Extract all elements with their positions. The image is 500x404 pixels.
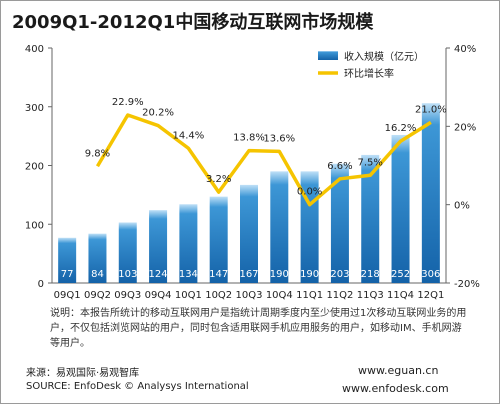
- right-tick-label: 0%: [454, 201, 470, 212]
- source-cn: 来源：易观国际·易观智库: [26, 368, 140, 379]
- bar: [179, 204, 198, 283]
- growth-rate-line: [95, 113, 432, 207]
- bar-value-label: 84: [91, 269, 104, 280]
- x-tick-label: 12Q1: [417, 290, 444, 301]
- line-value-label: 13.6%: [263, 133, 295, 144]
- bar-value-label: 167: [239, 269, 258, 280]
- line-value-label: 13.8%: [233, 133, 265, 144]
- bar-value-label: 252: [391, 269, 410, 280]
- bar-value-label: 147: [209, 269, 228, 280]
- bar: [118, 222, 137, 283]
- line-value-label: 6.6%: [327, 161, 352, 172]
- bar: [391, 134, 410, 283]
- bar-value-label: 77: [61, 269, 74, 280]
- x-tick-label: 10Q2: [205, 290, 232, 301]
- chart-note: 说明：本报告所统计的移动互联网用户是指统计周期季度内至少使用过1次移动互联网业务…: [50, 308, 467, 349]
- bar: [58, 237, 77, 283]
- x-tick-label: 09Q4: [145, 290, 172, 301]
- bar-value-label: 103: [118, 269, 137, 280]
- x-tick-label: 11Q3: [357, 290, 384, 301]
- url-eguan: www.eguan.cn: [358, 364, 439, 377]
- x-tick-label: 09Q2: [84, 290, 111, 301]
- line-value-label: 16.2%: [385, 123, 417, 134]
- x-tick-label: 10Q1: [175, 290, 202, 301]
- chart-title: 2009Q1-2012Q1中国移动互联网市场规模: [12, 12, 374, 33]
- x-tick-label: 10Q3: [236, 290, 263, 301]
- left-tick-label: 300: [25, 103, 44, 114]
- bar-value-label: 124: [149, 269, 168, 280]
- bar-value-label: 306: [421, 269, 440, 280]
- right-tick-label: -20%: [454, 279, 480, 290]
- x-tick-label: 11Q2: [326, 290, 353, 301]
- line-value-label: 7.5%: [358, 157, 383, 168]
- x-tick-label: 10Q4: [266, 290, 293, 301]
- bar: [209, 196, 228, 283]
- bar: [88, 233, 107, 283]
- bar: [421, 103, 440, 283]
- legend-bar-label: 收入规模（亿元）: [344, 50, 424, 63]
- line-value-label: 3.2%: [206, 174, 231, 185]
- legend-line-label: 环比增长率: [344, 67, 394, 80]
- line-value-label: 9.8%: [85, 148, 110, 159]
- bar-value-label: 134: [179, 269, 198, 280]
- legend-bar-swatch: [318, 51, 338, 60]
- bar-value-label: 190: [300, 269, 319, 280]
- bar-value-label: 190: [270, 269, 289, 280]
- source-en: SOURCE: EnfoDesk © Analysys Internationa…: [26, 381, 249, 392]
- bar-value-label: 203: [330, 269, 349, 280]
- left-tick-label: 100: [25, 220, 44, 231]
- right-tick-label: 20%: [454, 122, 476, 133]
- left-tick-label: 0: [38, 279, 44, 290]
- line-value-label: 21.0%: [415, 104, 447, 115]
- bar: [330, 163, 349, 283]
- line-value-label: 20.2%: [142, 108, 174, 119]
- bar: [361, 154, 380, 283]
- right-tick-label: 40%: [454, 44, 476, 55]
- bar: [240, 184, 258, 283]
- url-enfodesk: www.enfodesk.com: [342, 382, 449, 395]
- left-tick-label: 400: [25, 44, 44, 55]
- bar: [270, 171, 289, 283]
- line-value-label: 0.0%: [297, 187, 322, 198]
- line-value-label: 14.4%: [172, 130, 204, 141]
- x-tick-label: 09Q1: [54, 290, 81, 301]
- left-tick-label: 200: [25, 162, 44, 173]
- x-tick-label: 11Q4: [387, 290, 414, 301]
- x-tick-label: 09Q3: [114, 290, 141, 301]
- bar-value-label: 218: [361, 269, 380, 280]
- bar: [149, 210, 168, 283]
- line-value-label: 22.9%: [112, 97, 144, 108]
- x-tick-label: 11Q1: [296, 290, 323, 301]
